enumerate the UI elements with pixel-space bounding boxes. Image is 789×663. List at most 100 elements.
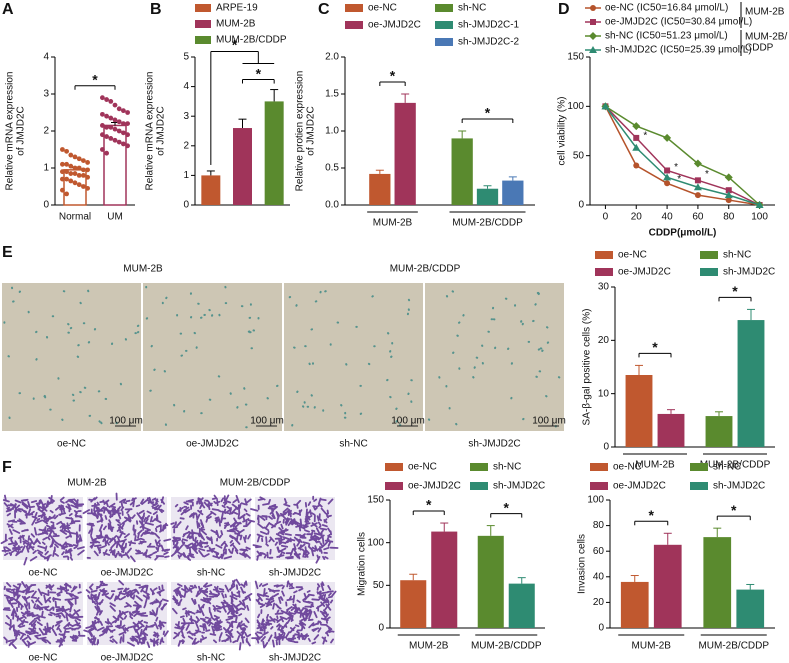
data-point bbox=[76, 173, 82, 178]
y-tick-label: 50 bbox=[373, 580, 385, 591]
data-point bbox=[64, 148, 69, 154]
bar bbox=[620, 581, 649, 628]
data-point bbox=[121, 130, 126, 136]
data-point bbox=[60, 176, 65, 182]
legend-swatch bbox=[595, 251, 613, 259]
y-axis-label: cell viability (%) bbox=[557, 97, 568, 166]
data-point bbox=[76, 182, 82, 188]
line bbox=[604, 105, 760, 206]
image-label: sh-NC bbox=[197, 653, 225, 663]
marker bbox=[633, 134, 640, 141]
marker bbox=[693, 159, 702, 168]
data-point bbox=[108, 124, 114, 130]
marker bbox=[725, 197, 732, 204]
legend-swatch bbox=[195, 36, 211, 44]
legend-swatch bbox=[435, 4, 453, 12]
y-tick-label: 0 bbox=[378, 623, 384, 634]
data-point bbox=[112, 126, 118, 132]
data-point bbox=[68, 178, 74, 184]
legend-label: sh-NC bbox=[713, 462, 741, 473]
y-tick-label: 20 bbox=[593, 597, 605, 608]
image-label: sh-NC bbox=[339, 439, 367, 450]
bar bbox=[476, 188, 499, 205]
y-axis-label: Relative mRNA expression bbox=[145, 72, 156, 191]
data-point bbox=[108, 136, 114, 141]
y-tick-label: 1.5 bbox=[325, 89, 339, 100]
legend-swatch bbox=[470, 463, 488, 471]
data-point bbox=[125, 132, 130, 138]
y-tick-label: 50 bbox=[573, 150, 585, 161]
marker bbox=[755, 201, 764, 208]
image-label: oe-NC bbox=[29, 568, 58, 579]
y-tick-label: 3 bbox=[183, 111, 189, 122]
significance-star: * bbox=[232, 36, 238, 52]
y-axis-label: of JMJD2C bbox=[156, 106, 167, 155]
y-axis-label: Relative protien expression bbox=[295, 71, 306, 192]
legend-swatch bbox=[195, 20, 211, 28]
x-tick-label: MUM-2B bbox=[409, 641, 449, 652]
marker bbox=[724, 191, 733, 199]
data-point bbox=[68, 163, 74, 169]
data-point bbox=[68, 171, 74, 176]
x-tick-label: MUM-2B/CDDP bbox=[698, 641, 769, 652]
bar bbox=[201, 175, 221, 205]
micrograph-texture bbox=[145, 285, 279, 429]
legend-swatch bbox=[195, 4, 211, 12]
image-label: oe-JMJD2C bbox=[101, 653, 154, 663]
bar bbox=[451, 138, 473, 205]
data-point bbox=[121, 141, 126, 147]
x-tick-label: Normal bbox=[59, 212, 91, 223]
significance-star: * bbox=[732, 283, 738, 299]
y-tick-label: 100 bbox=[367, 537, 384, 548]
data-point bbox=[64, 176, 69, 182]
image-label: oe-NC bbox=[57, 439, 86, 450]
marker bbox=[663, 133, 672, 142]
significance-star: * bbox=[731, 502, 737, 518]
data-point bbox=[112, 117, 118, 123]
legend-swatch bbox=[345, 4, 363, 12]
data-point bbox=[81, 167, 86, 173]
marker bbox=[632, 143, 641, 151]
bar bbox=[736, 589, 765, 628]
x-tick-label: MUM-2B/CDDP bbox=[700, 460, 771, 471]
significance-star: * bbox=[256, 65, 262, 81]
y-tick-label: 0.5 bbox=[325, 163, 339, 174]
panel-letter: C bbox=[318, 1, 330, 18]
data-point bbox=[104, 97, 109, 102]
bar bbox=[502, 180, 524, 205]
y-tick-label: 0 bbox=[43, 200, 49, 211]
marker bbox=[724, 173, 733, 182]
y-tick-label: 3 bbox=[43, 89, 49, 100]
legend-swatch bbox=[595, 268, 613, 276]
micrograph bbox=[425, 283, 564, 431]
marker bbox=[589, 32, 597, 40]
marker bbox=[590, 5, 596, 11]
marker bbox=[725, 187, 732, 194]
micrograph bbox=[2, 283, 141, 431]
data-point bbox=[121, 108, 126, 114]
legend-swatch bbox=[385, 482, 403, 490]
y-tick-label: 2.0 bbox=[325, 52, 339, 63]
scale-bar-label: 100 μm bbox=[391, 416, 425, 427]
legend-label: MUM-2B/CDDP bbox=[216, 35, 287, 46]
data-point bbox=[72, 154, 78, 160]
legend-label: oe-NC bbox=[368, 3, 397, 14]
data-point bbox=[104, 134, 109, 139]
y-tick-label: 150 bbox=[567, 52, 584, 63]
y-tick-label: 20 bbox=[598, 335, 610, 346]
y-axis-label: SA-β-gal positive cells (%) bbox=[582, 309, 593, 426]
legend-group-label: CDDP bbox=[745, 43, 774, 54]
bar bbox=[508, 583, 535, 628]
y-tick-label: 4 bbox=[183, 81, 189, 92]
legend-label: sh-JMJD2C (IC50=25.39 μmol/L) bbox=[605, 45, 752, 56]
y-tick-label: 1 bbox=[43, 163, 49, 174]
data-point bbox=[72, 165, 78, 171]
group-label: MUM-2B bbox=[123, 264, 163, 275]
marker bbox=[693, 183, 702, 191]
y-tick-label: 40 bbox=[593, 571, 605, 582]
legend-swatch bbox=[590, 463, 608, 471]
data-point bbox=[81, 158, 86, 164]
marker bbox=[664, 180, 671, 187]
image-label: sh-NC bbox=[197, 568, 225, 579]
